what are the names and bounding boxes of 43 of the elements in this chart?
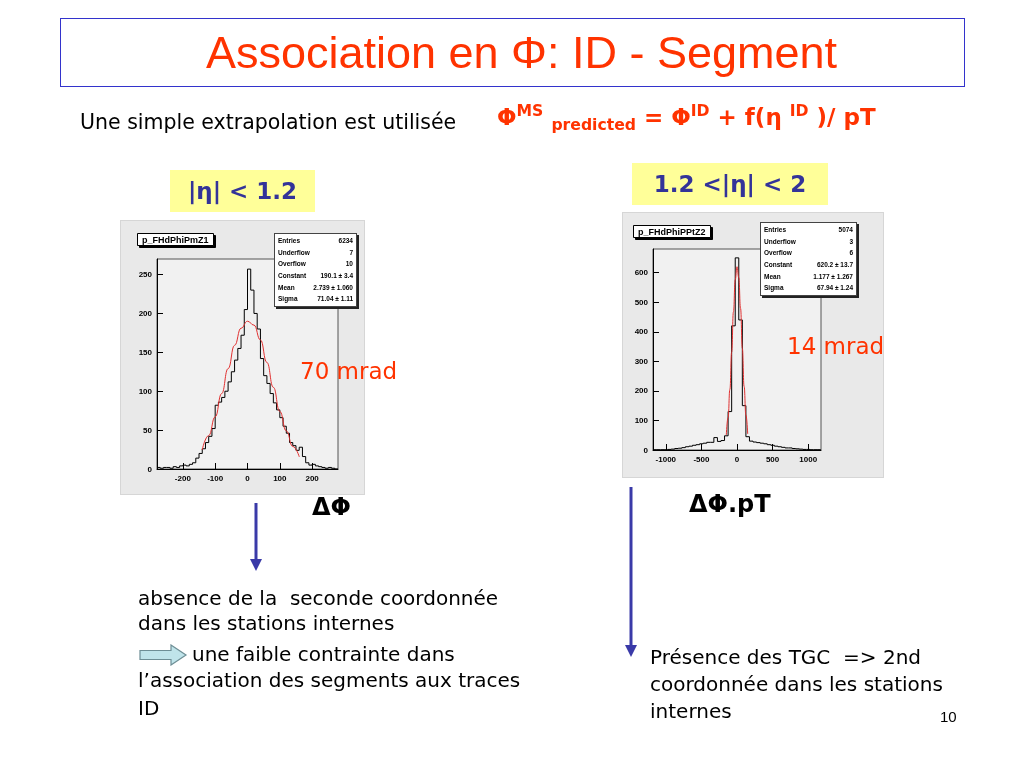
x-tick-label: 200: [305, 473, 320, 483]
text: 1.2 <|η| < 2: [653, 170, 807, 198]
x-tick-label: 100: [273, 473, 288, 483]
text: internes: [650, 699, 732, 723]
annotation: 14 mrad: [787, 333, 885, 360]
y-tick-label: 0: [147, 464, 153, 474]
text: 10: [940, 708, 957, 725]
y-tick-label: 500: [634, 297, 649, 307]
x-axis-title: ΔΦ: [312, 493, 351, 522]
y-tick-label: 400: [634, 327, 649, 337]
x-tick-label: -1000: [655, 454, 677, 464]
x-tick-label: 0: [245, 473, 251, 483]
text: absence de la seconde coordonnée: [138, 586, 499, 610]
text: Présence des TGC => 2nd: [650, 645, 921, 669]
annotation: 70 mrad: [300, 358, 398, 385]
text: une faible contrainte dans: [192, 642, 455, 666]
x-tick-label: 500: [765, 454, 780, 464]
x-tick-label: -500: [693, 454, 710, 464]
y-tick-label: 250: [138, 270, 153, 280]
y-tick-label: 150: [138, 347, 153, 357]
y-tick-label: 600: [634, 268, 649, 278]
text: dans les stations internes: [138, 611, 395, 635]
text: Une simple extrapolation est utilisée: [80, 110, 457, 135]
text: Φ$^{MS}$ $_{predicted}$ = Φ$^{ID}$ + f(η $^{ID}$ )/ pT: [497, 100, 876, 135]
x-tick-label: -100: [207, 473, 224, 483]
x-tick-label: 1000: [799, 454, 818, 464]
text: ID: [138, 696, 160, 720]
y-tick-label: 100: [634, 415, 649, 425]
y-tick-label: 0: [643, 445, 649, 455]
text: Association en Φ: ID - Segment: [205, 26, 838, 79]
y-tick-label: 300: [634, 356, 649, 366]
chart-title: p_FHdPhiPmZ1: [142, 234, 209, 245]
y-tick-label: 200: [138, 308, 153, 318]
x-tick-label: 0: [734, 454, 740, 464]
y-tick-label: 200: [634, 386, 649, 396]
chart-title: p_FHdPhiPPtZ2: [638, 226, 706, 237]
x-axis-title: ΔΦ.pT: [689, 490, 771, 519]
text: |η| < 1.2: [187, 177, 298, 205]
y-tick-label: 100: [138, 386, 153, 396]
x-tick-label: -200: [174, 473, 192, 483]
text: l’association des segments aux traces: [138, 668, 521, 692]
text: coordonnée dans les stations: [650, 672, 943, 696]
y-tick-label: 50: [143, 425, 153, 435]
